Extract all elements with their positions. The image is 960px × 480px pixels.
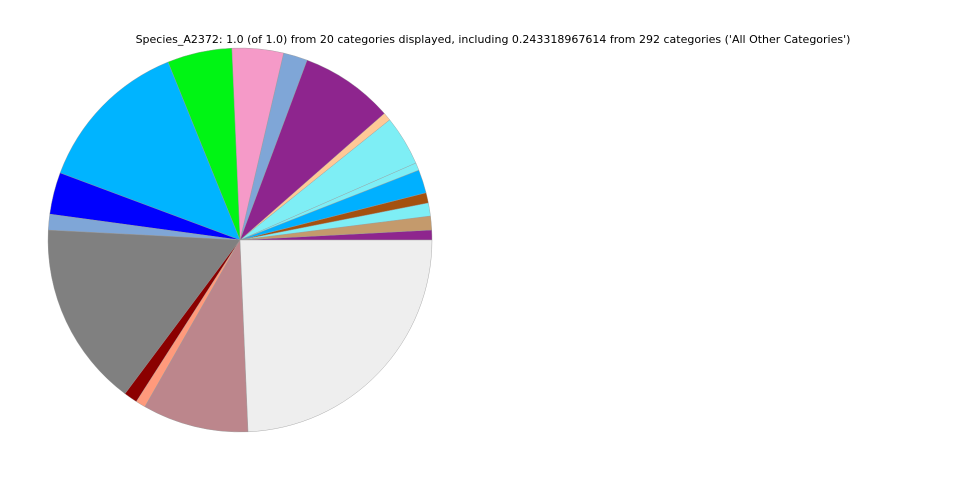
pie-slice [239, 59, 385, 241]
pie-slice [47, 229, 241, 395]
pie-slice [239, 239, 433, 433]
pie-slice [144, 239, 249, 433]
pie-slice [59, 61, 241, 241]
chart-title: Species_A2372: 1.0 (of 1.0) from 20 cate… [136, 33, 851, 46]
